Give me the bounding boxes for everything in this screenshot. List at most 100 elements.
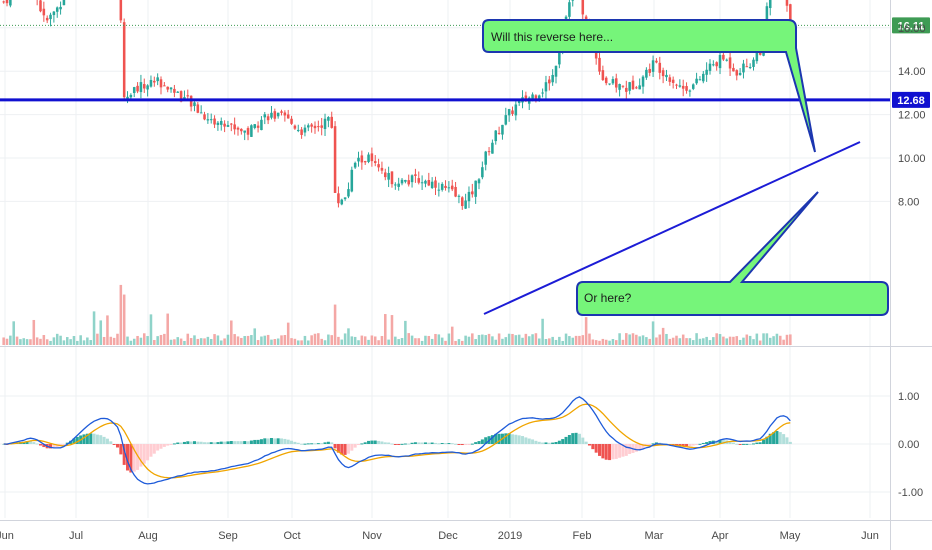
macd-hist-bar (280, 438, 284, 444)
candle-body (484, 151, 487, 165)
volume-bar (748, 335, 752, 345)
macd-hist-bar (239, 441, 243, 444)
macd-hist-bar (172, 443, 176, 445)
volume-bar (139, 337, 143, 345)
candle-body (333, 126, 337, 193)
macd-hist-bar (300, 443, 304, 445)
macd-hist-bar (454, 443, 458, 445)
macd-hist-bar (554, 442, 558, 444)
macd-hist-bar (521, 436, 525, 444)
volume-bar (76, 340, 79, 345)
volume-bar (384, 314, 387, 345)
candle-body (698, 79, 702, 81)
volume-bar (651, 321, 655, 345)
macd-hist-bar (49, 444, 53, 449)
macd-hist-bar (728, 441, 732, 444)
macd-hist-bar (263, 438, 267, 444)
volume-bar (789, 334, 792, 345)
candle-body (153, 80, 156, 83)
macd-hist-bar (310, 443, 314, 445)
macd-hist-bar (751, 443, 756, 445)
candles (2, 0, 792, 210)
volume-bar (541, 318, 544, 345)
volume-bar (5, 338, 9, 345)
volume-bar (310, 335, 313, 345)
candle-body (625, 87, 628, 92)
volume-bar (240, 337, 243, 345)
candle-body (427, 180, 431, 186)
candle-body (52, 11, 56, 16)
macd-hist-bar (196, 441, 200, 444)
macd-hist-bar (206, 442, 210, 444)
candle-body (628, 82, 631, 91)
macd-hist-bar (741, 443, 745, 445)
candle-body (394, 184, 397, 186)
candle-body (139, 82, 143, 93)
candle-body (748, 66, 752, 69)
volume-bar (109, 336, 113, 345)
macd-hist-bar (437, 443, 441, 445)
macd-hist-bar (290, 440, 294, 444)
candle-body (440, 183, 444, 190)
macd-hist-bar (192, 441, 196, 444)
candle-body (223, 123, 226, 127)
volume-bar (330, 335, 333, 345)
volume-bar (464, 335, 467, 345)
volume-bar (511, 333, 514, 345)
candle-body (705, 69, 708, 75)
macd-hist-bar (564, 436, 568, 444)
volume-bar (691, 340, 695, 345)
candle-body (581, 0, 585, 15)
macd-hist-bar (701, 442, 705, 444)
volume-bar (688, 338, 692, 345)
volume-bar (755, 333, 759, 345)
macd-hist-bar (591, 444, 595, 450)
candle-body (725, 59, 728, 61)
macd-hist-bar (474, 442, 478, 444)
macd-hist-bar (477, 441, 481, 444)
candle-body (417, 178, 421, 183)
candle-body (276, 112, 280, 117)
macd-hist-bar (775, 430, 779, 444)
candle-body (785, 0, 789, 6)
candle-body (9, 0, 12, 6)
candle-body (558, 50, 561, 65)
volume-bar (42, 335, 46, 345)
macd-hist-bar (527, 438, 531, 444)
macd-hist-bar (105, 438, 109, 444)
macd-hist-bar (608, 444, 612, 461)
volume-bar (665, 333, 668, 345)
volume-bar (317, 333, 320, 345)
time-tick-label: Oct (283, 530, 300, 542)
volume-bar (22, 338, 26, 345)
volume-bar (166, 313, 169, 345)
macd-hist-bar (457, 444, 461, 445)
volume-bars (2, 284, 792, 345)
candle-body (39, 0, 42, 12)
candle-body (712, 64, 715, 66)
candle-body (380, 167, 384, 171)
volume-bar (92, 311, 96, 345)
candle-body (568, 2, 571, 17)
candle-body (286, 114, 290, 119)
macd-hist-bar (179, 442, 183, 444)
macd-hist-bar (182, 441, 186, 444)
macd-hist-bar (259, 439, 263, 444)
volume-bar (173, 339, 176, 345)
volume-bar (531, 334, 534, 345)
candle-body (450, 185, 454, 190)
macd-hist-bar (330, 442, 334, 444)
volume-bar (705, 336, 708, 345)
candle-body (481, 167, 484, 178)
volume-bar (675, 335, 678, 345)
macd-hist-bar (102, 436, 106, 444)
macd-hist-bar (417, 442, 421, 444)
volume-bar (625, 333, 628, 345)
time-tick-label: Jun (861, 530, 879, 542)
macd-hist-bar (584, 441, 588, 444)
candle-body (357, 157, 360, 162)
volume-bar (99, 320, 103, 345)
macd-hist-bar (507, 433, 511, 444)
macd-hist-bar (363, 442, 367, 444)
candle-body (159, 79, 163, 88)
